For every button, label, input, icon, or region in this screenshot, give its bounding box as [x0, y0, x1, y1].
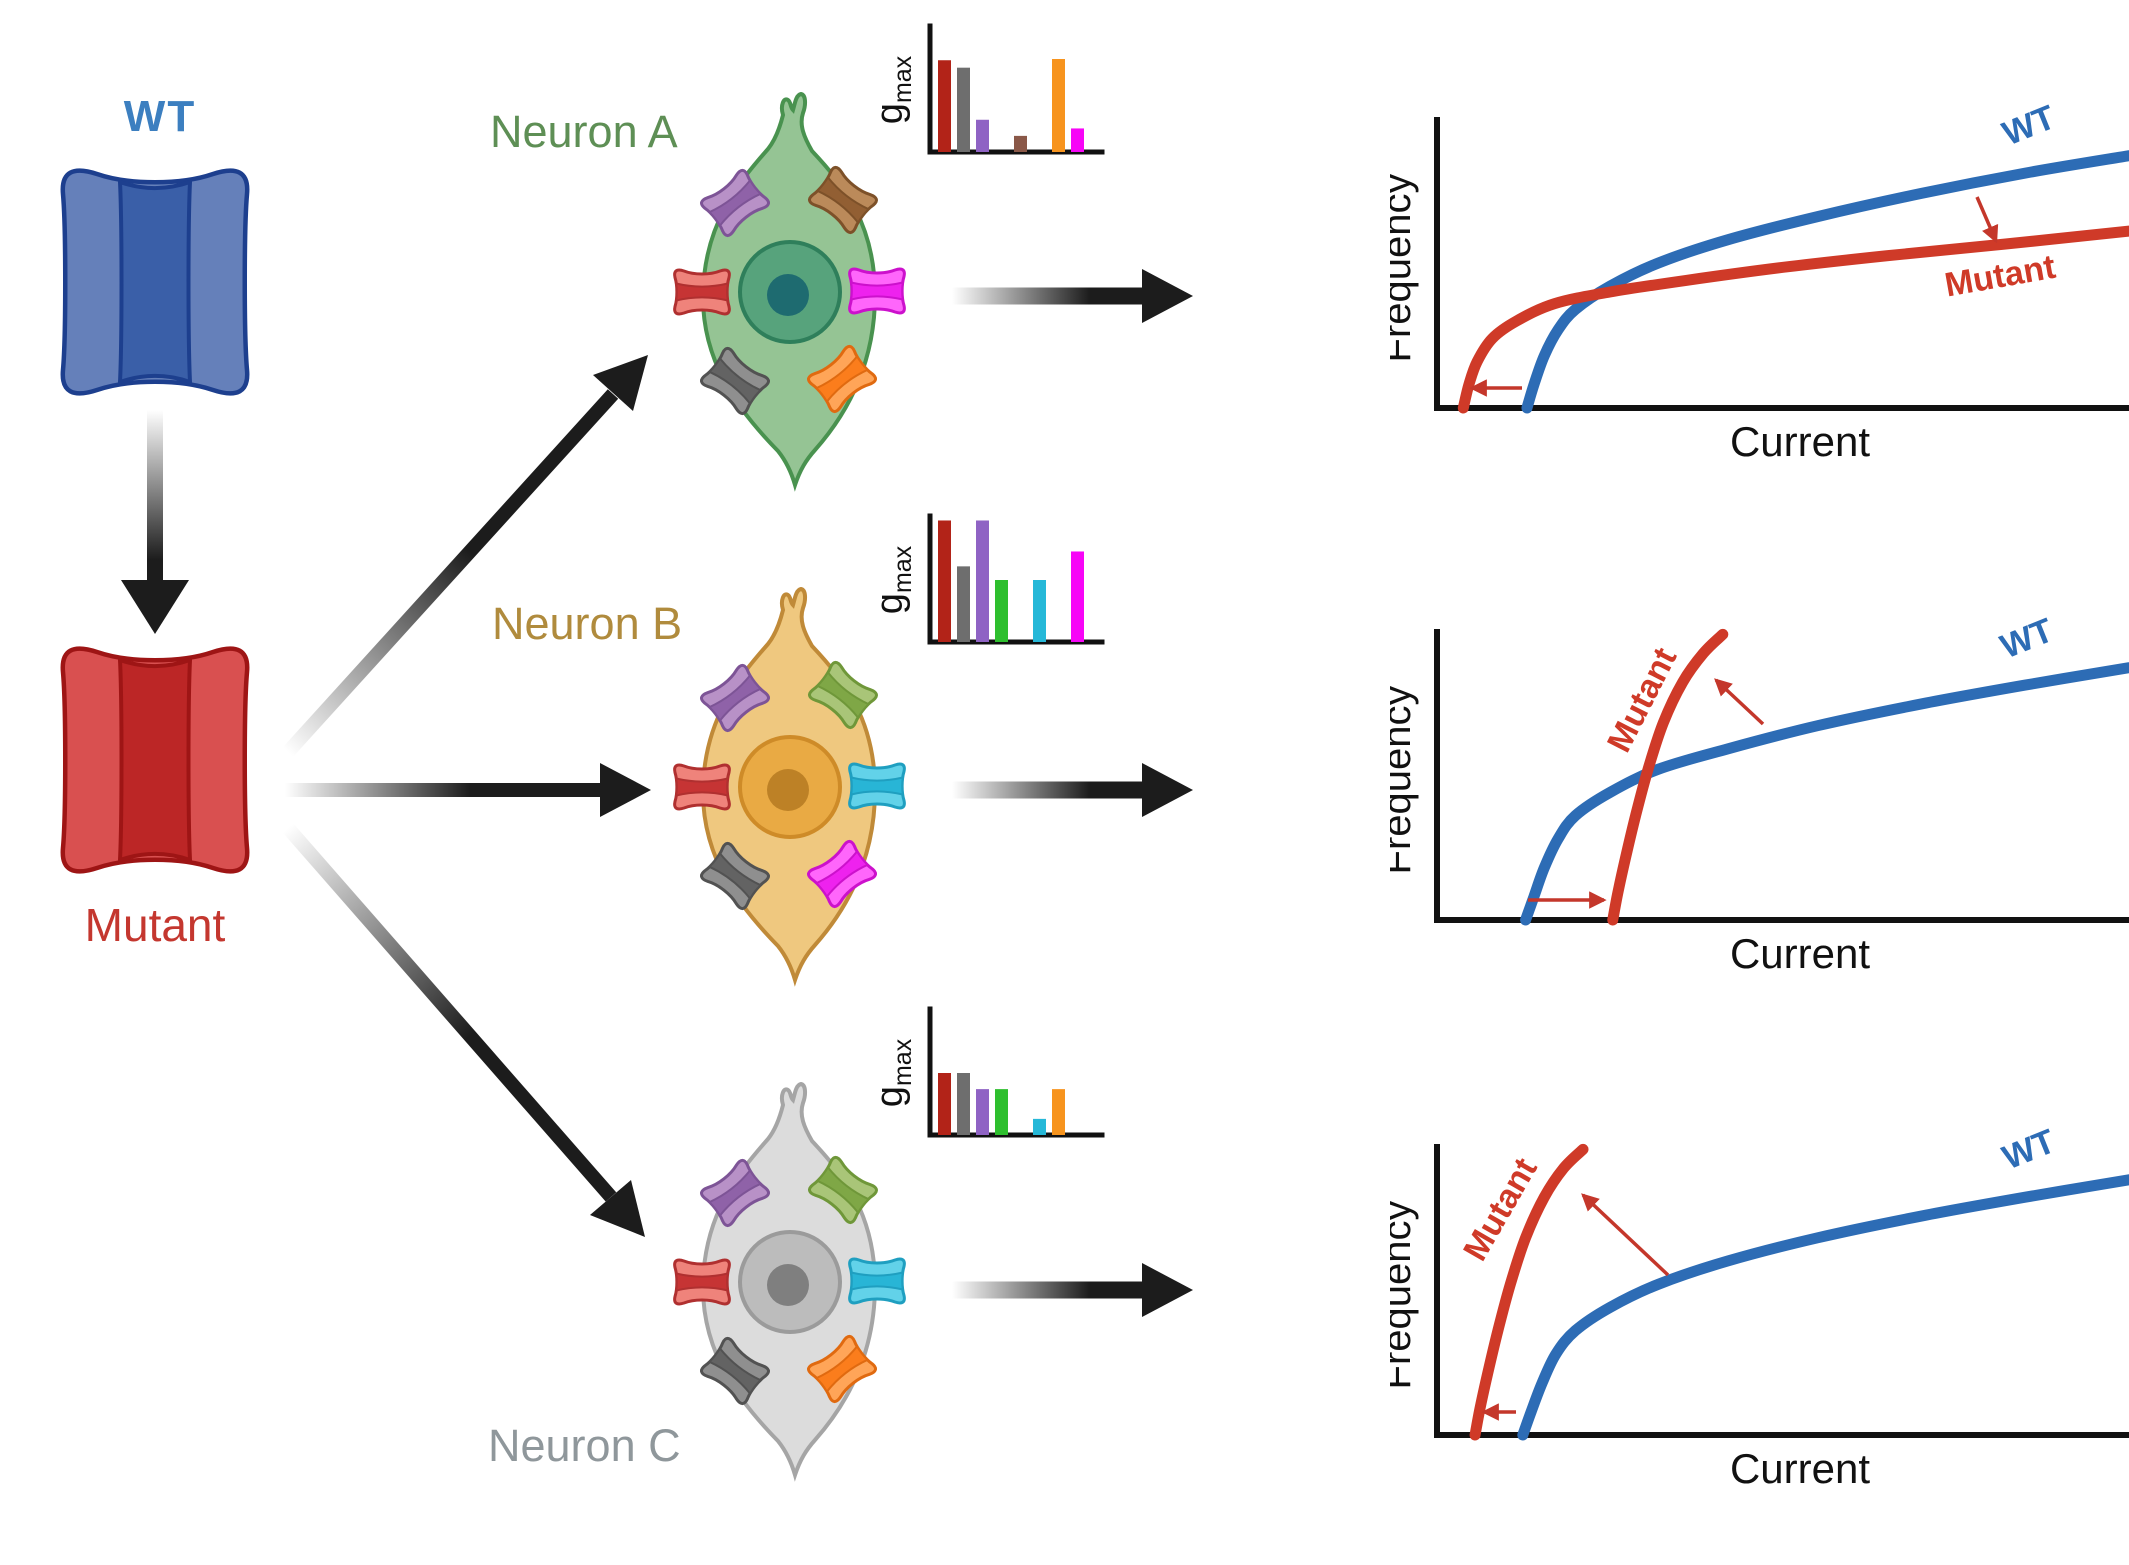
mutant-channel-icon [60, 646, 250, 874]
x-axis-label: Current [1730, 418, 1870, 465]
gmax-bar-cyan [1033, 580, 1046, 642]
gray-channel-receptor-icon [700, 1336, 770, 1406]
gmax-chart-neuron-a: gmax [878, 23, 1105, 155]
cyan-channel-receptor-icon [848, 762, 906, 810]
gmax-chart-neuron-b: gmax [878, 513, 1105, 645]
neuron-b-receptors [673, 660, 906, 911]
neuron-c-receptors [673, 1155, 906, 1406]
wt-curve-label: WT [1997, 1122, 2060, 1177]
gmax-bar-cyan [1033, 1118, 1046, 1135]
gmax-bar-red [938, 520, 951, 642]
gmax-bars [938, 1073, 1065, 1135]
neuron-c-to-plot-arrow [952, 1263, 1193, 1317]
wt-to-mutant-arrow [121, 408, 189, 634]
wt-channel-icon [60, 168, 250, 396]
fi-curves [1520, 628, 2129, 926]
gmax-bar-magenta [1071, 128, 1084, 152]
gmax-bar-gray [957, 566, 970, 642]
gmax-bar-gray [957, 67, 970, 152]
fi-plot-neuron-c: Frequency Current WT Mutant [1390, 1122, 2129, 1492]
gmax-axis-label: gmax [878, 1038, 917, 1107]
magenta-channel-receptor-icon [848, 267, 906, 315]
fi-plot-neuron-b: Frequency Current WT Mutant [1390, 611, 2129, 977]
gmax-bar-gray [957, 1073, 970, 1135]
neuron-c-label: Neuron C [488, 1420, 681, 1471]
gmax-bar-green [995, 580, 1008, 642]
magenta-channel-receptor-icon [807, 839, 877, 909]
brown-channel-receptor-icon [808, 165, 878, 235]
wt-fi-curve [1520, 662, 2129, 926]
gmax-bar-orange [1052, 1089, 1065, 1135]
wt-curve-label: WT [1997, 98, 2060, 153]
wt-curve-label: WT [1995, 611, 2058, 666]
mutant-fi-curve [1457, 225, 2129, 414]
gmax-axis-label: gmax [878, 55, 917, 124]
neuron-b-label: Neuron B [492, 598, 683, 649]
fi-plot-neuron-a: Frequency Current WT Mutant [1390, 98, 2129, 465]
gmax-bar-green [995, 1089, 1008, 1135]
cyan-channel-receptor-icon [848, 1257, 906, 1305]
red-channel-receptor-icon [673, 763, 731, 811]
neuron-a-label: Neuron A [490, 106, 678, 157]
gain-change-arrow [1714, 678, 1765, 726]
mutant-to-neuron-a-arrow [282, 355, 648, 757]
y-axis-label: Frequency [1390, 1201, 1419, 1390]
green-channel-receptor-icon [808, 1155, 878, 1225]
gmax-bar-purple [976, 119, 989, 152]
y-axis-label: Frequency [1390, 174, 1419, 363]
x-axis-label: Current [1730, 930, 1870, 977]
gmax-bar-red [938, 60, 951, 152]
orange-channel-receptor-icon [807, 1334, 877, 1404]
gmax-bar-red [938, 1073, 951, 1135]
red-channel-receptor-icon [673, 268, 731, 316]
neuron-b-cell [673, 586, 906, 987]
purple-channel-receptor-icon [700, 663, 770, 733]
neuron-a-receptors [673, 165, 906, 416]
wt-fi-curve [1521, 150, 2129, 414]
fi-curves [1457, 150, 2129, 414]
mutant-curve-label: Mutant [1456, 1152, 1545, 1267]
neuron-a-to-plot-arrow [952, 269, 1193, 323]
mutant-to-neuron-b-arrow [285, 763, 651, 817]
fi-curves [1469, 1143, 2129, 1441]
purple-channel-receptor-icon [700, 1158, 770, 1228]
mutant-channel-label: Mutant [84, 899, 226, 951]
mutant-to-neuron-c-arrow [282, 823, 645, 1237]
gmax-bar-purple [976, 520, 989, 642]
gain-change-arrow [1975, 196, 1999, 244]
neuron-a-cell [673, 91, 906, 492]
orange-channel-receptor-icon [807, 344, 877, 414]
gmax-bar-orange [1052, 59, 1065, 152]
wt-channel-label: WT [123, 92, 197, 141]
x-axis-label: Current [1730, 1445, 1870, 1492]
gray-channel-receptor-icon [700, 841, 770, 911]
mutant-fi-curve [1607, 628, 1729, 926]
gmax-bars [938, 520, 1084, 642]
gmax-bar-brown [1014, 135, 1027, 152]
gmax-axis-label: gmax [878, 545, 917, 614]
mutant-fi-curve [1469, 1143, 1589, 1441]
gmax-chart-neuron-c: gmax [878, 1006, 1105, 1138]
gain-change-arrow [1581, 1193, 1670, 1277]
mutant-curve-label: Mutant [1942, 248, 2058, 305]
neuron-b-to-plot-arrow [952, 763, 1193, 817]
gray-channel-receptor-icon [700, 346, 770, 416]
gmax-bar-magenta [1071, 551, 1084, 642]
red-channel-receptor-icon [673, 1258, 731, 1306]
gmax-bar-purple [976, 1089, 989, 1135]
y-axis-label: Frequency [1390, 686, 1419, 875]
gmax-bars [938, 59, 1084, 152]
purple-channel-receptor-icon [700, 168, 770, 238]
wt-fi-curve [1517, 1174, 2129, 1441]
neuron-c-cell [673, 1081, 906, 1482]
green-channel-receptor-icon [808, 660, 878, 730]
